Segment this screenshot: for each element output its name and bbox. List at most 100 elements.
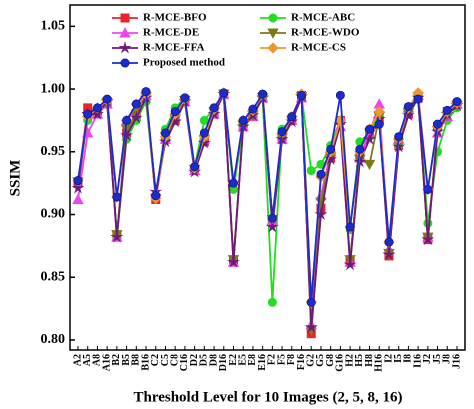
marker — [287, 112, 297, 122]
series-line — [77, 89, 458, 303]
legend-label: R-MCE-DE — [143, 27, 199, 39]
marker — [141, 87, 151, 97]
x-tick-label: G8 — [325, 354, 336, 367]
x-tick-label: D16 — [218, 354, 229, 371]
marker — [160, 128, 170, 138]
x-tick-label: A5 — [82, 354, 93, 366]
marker — [151, 191, 161, 201]
marker — [258, 89, 268, 99]
marker — [413, 94, 423, 104]
x-tick-label: I5 — [393, 354, 404, 363]
x-tick-label: D8 — [208, 354, 219, 366]
marker — [382, 247, 396, 261]
marker — [423, 184, 433, 194]
marker — [267, 213, 277, 223]
x-tick-label: H2 — [344, 354, 355, 367]
marker — [197, 136, 211, 149]
marker — [92, 103, 102, 113]
x-tick-label: C5 — [160, 354, 171, 366]
marker — [228, 178, 238, 188]
marker — [219, 88, 229, 98]
marker — [374, 119, 384, 129]
marker — [226, 255, 241, 268]
marker — [306, 297, 316, 307]
marker — [355, 144, 365, 154]
x-tick-label: B8 — [131, 354, 142, 366]
marker — [238, 115, 248, 125]
legend-label: R-MCE-CS — [291, 42, 346, 54]
marker — [268, 13, 278, 23]
marker — [401, 108, 415, 121]
x-tick-label: F16 — [296, 354, 307, 370]
marker — [265, 220, 279, 233]
marker — [267, 28, 279, 39]
marker — [345, 222, 355, 232]
y-tick-label: 0.95 — [41, 144, 66, 159]
x-tick-label: I8 — [403, 354, 414, 363]
marker — [335, 90, 345, 100]
x-tick-label: I2 — [383, 354, 394, 363]
marker — [343, 257, 357, 271]
marker — [129, 111, 143, 124]
marker — [110, 230, 124, 243]
marker — [71, 181, 85, 194]
x-tick-label: A8 — [92, 354, 103, 366]
marker — [326, 144, 336, 154]
x-tick-label: F2 — [267, 354, 278, 365]
legend-label: R-MCE-WDO — [291, 27, 360, 39]
x-tick-label: F8 — [286, 354, 297, 365]
plot-frame — [69, 4, 466, 351]
x-tick-label: H8 — [364, 354, 375, 367]
x-tick-label: E5 — [238, 354, 249, 366]
marker — [394, 132, 404, 142]
marker — [120, 58, 130, 68]
x-tick-label: G2 — [306, 354, 317, 367]
marker — [316, 169, 326, 179]
x-tick-label: C8 — [169, 354, 180, 366]
x-tick-label: F5 — [276, 354, 287, 365]
marker — [83, 109, 93, 119]
y-tick-label: 0.85 — [41, 269, 66, 284]
x-tick-label: G16 — [335, 354, 346, 372]
x-tick-label: B2 — [111, 354, 122, 366]
marker — [120, 13, 130, 23]
series — [73, 87, 462, 307]
x-tick-label: E2 — [228, 354, 239, 366]
x-tick-label: A16 — [101, 354, 112, 371]
marker — [119, 27, 131, 38]
legend-label: R-MCE-BFO — [143, 12, 207, 24]
y-tick-label: 0.80 — [41, 332, 66, 347]
y-tick-label: 1.00 — [41, 81, 66, 96]
legend-label: Proposed method — [143, 57, 225, 69]
marker — [170, 107, 180, 117]
marker — [190, 162, 200, 172]
marker — [72, 193, 84, 204]
marker — [442, 105, 452, 115]
marker — [353, 154, 367, 168]
marker — [199, 128, 209, 138]
marker — [452, 97, 462, 107]
x-tick-label: E16 — [257, 354, 268, 371]
marker — [433, 119, 443, 129]
x-tick-label: I16 — [412, 354, 423, 368]
marker — [112, 192, 122, 202]
legend-label: R-MCE-FFA — [143, 42, 205, 54]
x-tick-label: J5 — [432, 354, 443, 364]
marker — [384, 237, 394, 247]
marker — [267, 297, 277, 307]
marker — [118, 41, 132, 54]
y-tick-label: 0.90 — [41, 207, 66, 222]
legend: R-MCE-BFO R-MCE-ABC R-MCE-DE R-MCE-WDO R-MCE… — [112, 12, 360, 69]
marker — [363, 159, 376, 171]
x-tick-label: D5 — [199, 354, 210, 366]
x-tick-label: E8 — [247, 354, 258, 366]
marker — [122, 115, 132, 125]
marker — [73, 176, 83, 186]
marker — [248, 104, 258, 114]
marker — [102, 94, 112, 104]
y-axis-label: SSIM — [7, 160, 23, 197]
x-tick-label: J2 — [422, 354, 433, 364]
marker — [306, 166, 316, 176]
x-tick-label: D2 — [189, 354, 200, 366]
